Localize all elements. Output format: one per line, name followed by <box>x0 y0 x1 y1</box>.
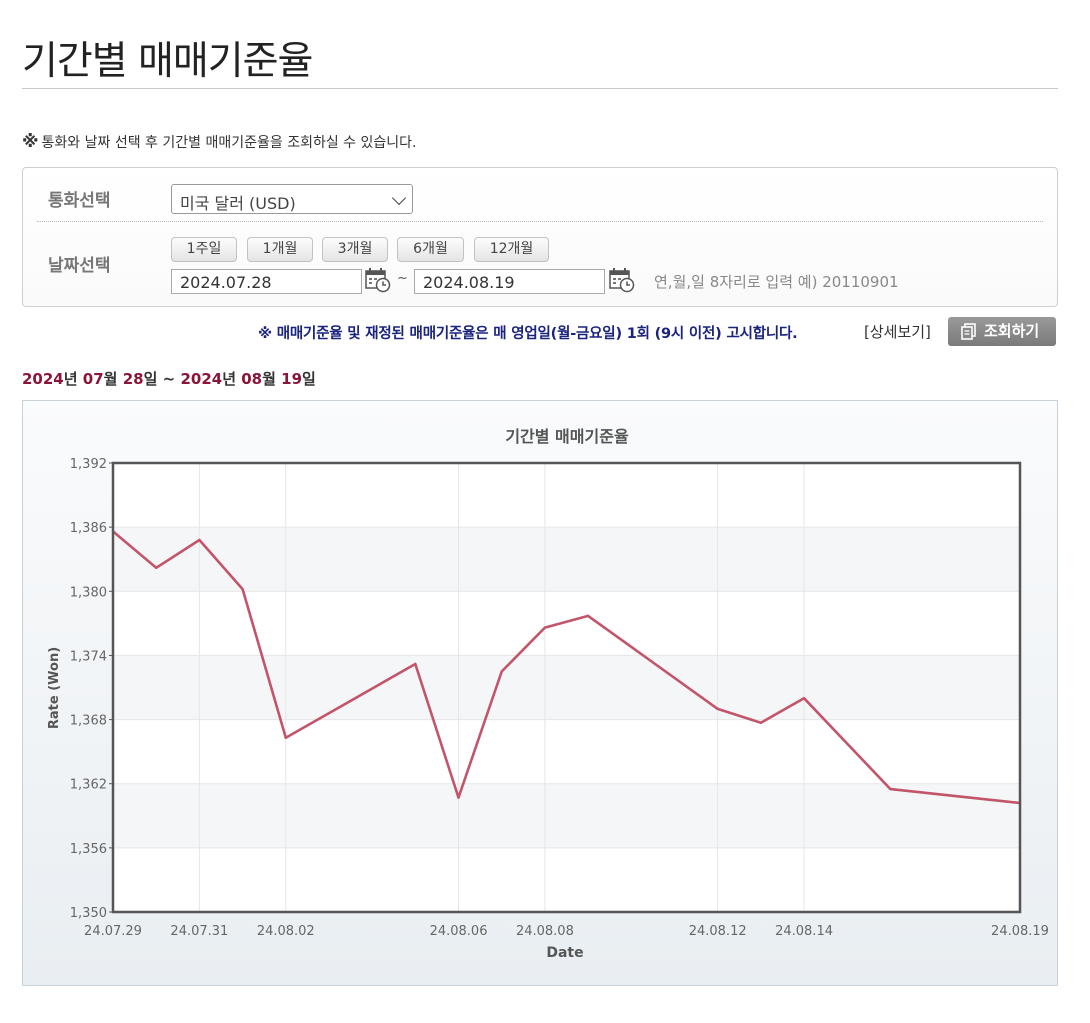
y-tick-label: 1,368 <box>70 714 107 729</box>
chart-panel: 기간별 매매기준율 1,350 1,356 1,362 1,368 1,374 1,380… <box>22 400 1058 986</box>
range-unit: 년 <box>63 370 78 388</box>
range-end-day: 19 <box>281 370 303 388</box>
currency-select[interactable]: 미국 달러 (USD) <box>171 184 413 214</box>
data-point[interactable] <box>889 787 892 791</box>
end-calendar-icon[interactable] <box>609 267 635 293</box>
x-tick-label: 24.08.14 <box>775 924 833 939</box>
data-point[interactable] <box>543 626 547 629</box>
x-tick-label: 24.08.06 <box>430 924 488 939</box>
y-axis-label: Rate (Won) <box>47 647 62 729</box>
range-unit: 일 <box>302 370 316 388</box>
end-date-input[interactable]: 2024.08.19 <box>414 269 605 294</box>
data-point[interactable] <box>500 670 503 673</box>
x-tick-label: 24.08.12 <box>689 924 747 939</box>
publish-note: ※ 매매기준율 및 재정된 매매기준율은 매 영업일(월-금요일) 1회 (9시… <box>258 326 798 342</box>
period-button-12month[interactable]: 12개월 <box>474 237 549 262</box>
x-tick-label: 24.07.31 <box>170 924 228 939</box>
y-tick-label: 1,362 <box>70 778 107 793</box>
plot-border <box>111 461 1022 914</box>
notice-mark: ※ <box>22 132 39 152</box>
period-button-6month[interactable]: 6개월 <box>397 237 464 262</box>
x-tick-label: 24.07.29 <box>84 924 142 939</box>
start-calendar-icon[interactable] <box>365 267 391 293</box>
data-point[interactable] <box>414 662 417 666</box>
y-tick-label: 1,386 <box>70 521 107 536</box>
date-label: 날짜선택 <box>48 256 111 276</box>
chevron-down-icon <box>391 190 407 206</box>
range-end-month: 08 <box>241 370 263 388</box>
date-format-hint: 연,월,일 8자리로 입력 예) 20110901 <box>654 273 899 291</box>
x-tick-label: 24.08.19 <box>991 924 1049 939</box>
data-point[interactable] <box>457 796 460 799</box>
selected-range: 2024년 07월 28일 ~ 2024년 08월 19일 <box>22 368 316 389</box>
range-start-year: 2024 <box>22 370 64 388</box>
document-icon <box>961 323 976 340</box>
range-unit: 년 <box>222 370 237 388</box>
chart-title: 기간별 매매기준율 <box>505 427 629 446</box>
data-point[interactable] <box>802 696 806 700</box>
notice-message: 통화와 날짜 선택 후 기간별 매매기준율을 조회하실 수 있습니다. <box>41 135 417 151</box>
range-end-year: 2024 <box>180 370 223 388</box>
x-axis-ticks: 24.07.29 24.07.31 24.08.02 24.08.06 24.08.08… <box>84 924 1049 939</box>
data-point[interactable] <box>586 614 590 618</box>
y-tick-label: 1,374 <box>70 649 107 664</box>
range-unit: 일 <box>143 370 158 388</box>
range-unit: 월 <box>103 370 118 388</box>
title-divider <box>22 88 1058 89</box>
range-separator: ~ <box>162 370 176 388</box>
data-point[interactable] <box>198 538 201 542</box>
grid-band <box>113 783 1020 848</box>
x-tick-label: 24.08.02 <box>257 924 315 939</box>
chart-grid <box>112 462 1021 913</box>
y-tick-label: 1,350 <box>70 906 107 921</box>
start-date-input[interactable]: 2024.07.28 <box>171 269 362 294</box>
rate-line-chart: 기간별 매매기준율 1,350 1,356 1,362 1,368 1,374 1,380… <box>47 427 1049 961</box>
data-point[interactable] <box>284 736 287 739</box>
y-tick-label: 1,356 <box>70 842 107 857</box>
x-tick-label: 24.08.08 <box>516 924 574 939</box>
y-axis-ticks: 1,350 1,356 1,362 1,368 1,374 1,380 1,386 1,392 <box>70 457 113 921</box>
data-point[interactable] <box>241 587 244 591</box>
period-button-1month[interactable]: 1개월 <box>247 237 313 262</box>
period-button-3month[interactable]: 3개월 <box>322 237 388 262</box>
query-button[interactable]: 조회하기 <box>948 317 1056 346</box>
currency-label: 통화선택 <box>48 191 111 211</box>
data-point[interactable] <box>154 566 158 569</box>
range-start-month: 07 <box>82 370 104 388</box>
page-title: 기간별 매매기준율 <box>22 39 313 84</box>
range-unit: 월 <box>262 370 276 388</box>
y-tick-label: 1,392 <box>70 457 107 472</box>
currency-select-value: 미국 달러 (USD) <box>180 194 296 213</box>
grid-band <box>113 527 1020 592</box>
data-point[interactable] <box>759 721 763 724</box>
period-button-1week[interactable]: 1주일 <box>171 237 237 262</box>
range-start-day: 28 <box>122 370 144 388</box>
query-button-label: 조회하기 <box>984 322 1040 340</box>
row-divider <box>37 221 1043 222</box>
y-tick-label: 1,380 <box>70 585 107 600</box>
grid-band <box>113 655 1020 720</box>
data-point[interactable] <box>716 707 719 711</box>
detail-link[interactable]: [상세보기] <box>864 323 931 341</box>
x-axis-label: Date <box>546 945 583 961</box>
notice-text: ※ 통화와 날짜 선택 후 기간별 매매기준율을 조회하실 수 있습니다. <box>22 132 416 152</box>
date-range-separator: ~ <box>397 271 408 286</box>
search-panel: 통화선택 미국 달러 (USD) 날짜선택 1주일 1개월 3개월 6개월 12… <box>22 167 1058 307</box>
